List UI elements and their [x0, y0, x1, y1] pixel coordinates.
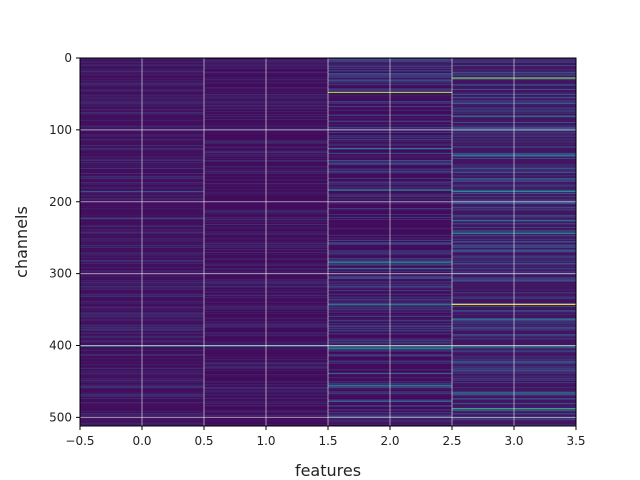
y-axis-ticks: 0 100 200 300 400 500	[49, 51, 80, 424]
y-tick-label: 300	[49, 267, 72, 281]
y-axis-label: channels	[12, 206, 31, 278]
x-tick-label: −0.5	[65, 434, 94, 448]
x-tick-label: 0.0	[132, 434, 151, 448]
x-tick-label: 2.0	[380, 434, 399, 448]
x-tick-label: 3.0	[504, 434, 523, 448]
x-axis-label: features	[295, 461, 361, 480]
grid-lines	[79, 57, 577, 426]
x-tick-label: 3.5	[566, 434, 585, 448]
y-tick-label: 500	[49, 410, 72, 424]
x-tick-label: 0.5	[194, 434, 213, 448]
y-tick-label: 400	[49, 339, 72, 353]
y-tick-label: 100	[49, 123, 72, 137]
y-tick-label: 200	[49, 195, 72, 209]
x-tick-label: 1.5	[318, 434, 337, 448]
y-tick-label: 0	[64, 51, 72, 65]
x-tick-label: 2.5	[442, 434, 461, 448]
x-tick-label: 1.0	[256, 434, 275, 448]
x-axis-ticks: −0.5 0.0 0.5 1.0 1.5 2.0 2.5 3.0 3.5	[65, 426, 586, 448]
